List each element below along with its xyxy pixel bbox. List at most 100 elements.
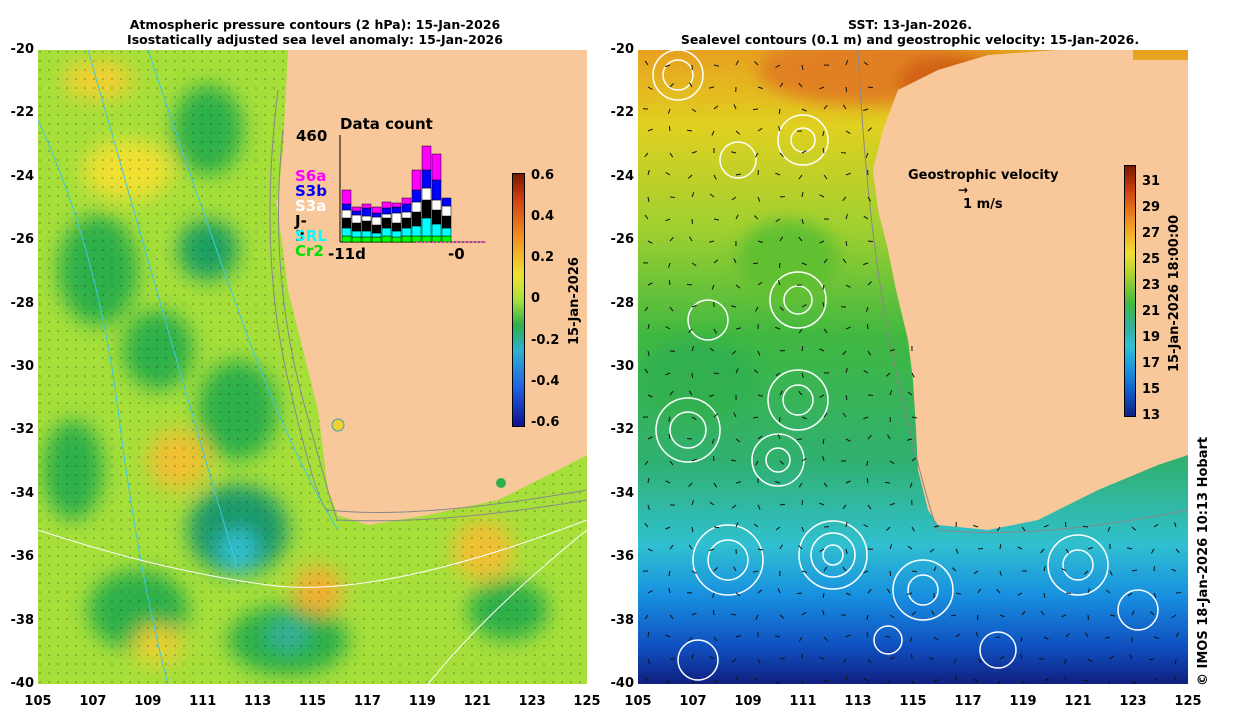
velocity-arrow	[1082, 679, 1089, 682]
sat-srl: SRL	[295, 227, 327, 245]
velocity-arrow	[688, 482, 693, 487]
histogram-bar	[371, 236, 382, 243]
velocity-arrow	[1087, 547, 1093, 550]
velocity-arrow	[1175, 548, 1180, 553]
velocity-arrow	[845, 548, 848, 554]
velocity-arrow	[884, 481, 891, 484]
data-count-title: Data count	[340, 115, 433, 133]
velocity-arrow	[867, 435, 872, 440]
velocity-arrow	[1020, 654, 1023, 660]
velocity-arrow	[757, 394, 763, 397]
lon-tick: 113	[244, 694, 272, 709]
velocity-arrow	[842, 258, 847, 264]
velocity-arrow	[757, 504, 761, 510]
velocity-arrow	[1109, 614, 1116, 617]
velocity-arrow	[735, 130, 741, 135]
sla-colorbar	[512, 173, 525, 427]
velocity-arrow	[691, 500, 694, 506]
velocity-arrow	[1017, 592, 1023, 596]
velocity-arrow	[845, 240, 848, 247]
velocity-arrow	[801, 191, 804, 198]
velocity-arrow	[845, 634, 851, 638]
velocity-arrow	[1061, 567, 1067, 572]
velocity-arrow	[709, 86, 715, 89]
lat-tick: -36	[10, 549, 35, 565]
sla-map-graphic	[38, 50, 587, 684]
velocity-arrow	[669, 614, 674, 620]
velocity-arrow	[1043, 524, 1049, 528]
sla-colorbar-label: 15-Jan-2026	[567, 257, 582, 345]
data-count-histogram	[339, 135, 486, 243]
lat-tick: -34	[610, 485, 635, 501]
velocity-arrow	[709, 193, 715, 198]
lon-tick: 125	[1174, 694, 1202, 709]
lat-tick: -34	[10, 485, 35, 501]
velocity-arrow	[845, 86, 848, 93]
sla-cb-tick-4: -0.2	[531, 333, 560, 348]
velocity-arrow	[819, 194, 825, 198]
sla-map[interactable]: Data count 460 -11d -0 S6a S3b S3a J-3 S…	[38, 50, 587, 684]
velocity-arrow	[865, 152, 869, 158]
velocity-arrow	[647, 394, 653, 398]
velocity-arrow	[889, 502, 895, 506]
histogram-bar	[351, 230, 362, 238]
velocity-arrow	[819, 548, 825, 552]
velocity-arrow	[911, 611, 916, 616]
histogram-bar	[341, 203, 352, 211]
velocity-arrow	[863, 369, 869, 374]
sla-cb-tick-5: -0.4	[531, 374, 560, 389]
data-count-max: 460	[296, 127, 328, 145]
velocity-arrow	[801, 108, 807, 112]
velocity-arrow	[1021, 680, 1026, 684]
velocity-arrow	[644, 152, 649, 158]
sst-cb-tick-0: 31	[1142, 174, 1161, 189]
velocity-arrow	[753, 369, 759, 374]
lat-tick: -20	[610, 42, 635, 57]
velocity-arrow	[845, 394, 848, 401]
velocity-arrow	[907, 545, 913, 550]
velocity-arrow	[823, 566, 828, 572]
velocity-arrow	[977, 588, 982, 594]
velocity-arrow	[755, 614, 759, 620]
velocity-arrow	[845, 172, 851, 176]
histogram-bar	[361, 236, 372, 243]
velocity-arrow	[691, 108, 697, 113]
velocity-arrow	[1153, 592, 1157, 598]
velocity-arrow	[867, 240, 874, 243]
velocity-arrow	[1017, 546, 1023, 550]
velocity-arrow	[711, 130, 715, 136]
velocity-arrow	[866, 477, 869, 484]
sst-map[interactable]: Geostrophic velocity → 1 m/s	[638, 50, 1188, 684]
velocity-arrow	[801, 372, 804, 378]
velocity-arrow	[929, 548, 935, 553]
histogram-bar	[431, 235, 442, 243]
velocity-arrow	[775, 172, 781, 176]
velocity-arrow	[1043, 636, 1049, 640]
lon-tick: 121	[1064, 694, 1092, 709]
velocity-arrow	[665, 480, 671, 484]
velocity-legend: Geostrophic velocity → 1 m/s	[908, 168, 1059, 212]
velocity-arrow	[688, 174, 693, 179]
velocity-arrow	[886, 588, 891, 594]
velocity-arrow	[691, 304, 697, 308]
right-title-line2: Sealevel contours (0.1 m) and geostrophi…	[680, 32, 1140, 47]
histogram-bar	[381, 213, 392, 219]
velocity-arrow	[909, 636, 913, 642]
velocity-arrow	[863, 416, 869, 420]
velocity-arrow	[889, 390, 893, 396]
velocity-arrow	[712, 609, 715, 616]
velocity-arrow	[775, 481, 781, 484]
velocity-arrow	[755, 306, 759, 312]
velocity-arrow	[686, 129, 693, 132]
velocity-arrow	[730, 459, 737, 462]
velocity-arrow	[735, 635, 741, 638]
velocity-arrow	[819, 502, 825, 506]
velocity-arrow	[669, 83, 674, 88]
lon-tick: 115	[298, 694, 327, 709]
velocity-arrow	[668, 588, 671, 594]
velocity-arrow	[644, 522, 649, 528]
velocity-arrow	[757, 350, 761, 356]
velocity-arrow	[822, 438, 825, 445]
velocity-arrow	[907, 391, 913, 396]
sst-cb-tick-7: 17	[1142, 356, 1161, 371]
